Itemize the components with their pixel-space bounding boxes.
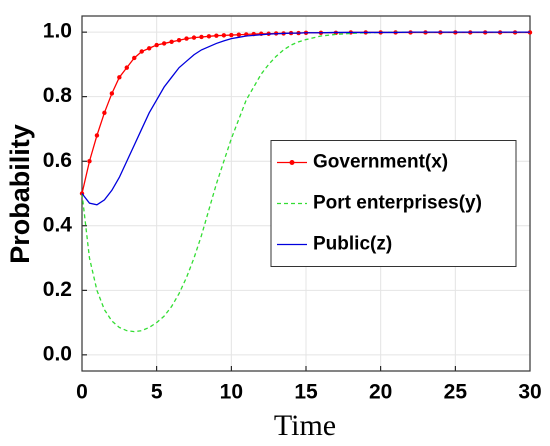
y-tick-label: 0.8 xyxy=(43,84,73,107)
series-marker xyxy=(87,159,92,164)
series-marker xyxy=(229,32,234,38)
legend-label: Government(x) xyxy=(313,152,448,173)
y-tick-label: 0.0 xyxy=(43,342,72,365)
legend-label: Port enterprises(y) xyxy=(313,193,482,214)
series-marker xyxy=(206,34,212,39)
x-tick-label: 5 xyxy=(151,381,163,404)
y-tick-label: 1.0 xyxy=(43,20,72,43)
legend-label: Public(z) xyxy=(313,234,392,255)
series-marker xyxy=(169,39,174,45)
series-marker xyxy=(191,35,197,40)
series-marker xyxy=(147,46,152,51)
series-marker xyxy=(102,110,107,116)
y-axis-label: Probability xyxy=(5,124,35,264)
series-line xyxy=(81,31,530,206)
x-tick-label: 15 xyxy=(294,381,318,404)
series-marker xyxy=(236,32,241,37)
y-tick-label: 0.6 xyxy=(43,149,72,172)
x-tick-label: 25 xyxy=(444,381,468,404)
series-marker xyxy=(184,36,189,41)
x-tick-label: 0 xyxy=(76,381,88,404)
series-marker xyxy=(94,133,100,138)
series-marker xyxy=(199,34,204,40)
x-tick-label: 20 xyxy=(369,381,392,404)
series-marker xyxy=(154,42,159,48)
legend-marker xyxy=(289,160,295,165)
series-marker xyxy=(161,41,167,46)
series-marker xyxy=(214,33,219,38)
series-marker xyxy=(124,65,129,70)
series-marker xyxy=(117,75,122,80)
series-marker xyxy=(139,49,144,54)
series-marker xyxy=(132,55,137,61)
y-tick-label: 0.2 xyxy=(43,278,72,301)
x-tick-label: 10 xyxy=(220,381,243,404)
series-marker xyxy=(176,38,182,43)
series-marker xyxy=(109,91,115,96)
legend-box xyxy=(270,140,517,267)
x-tick-label: 30 xyxy=(518,381,541,404)
y-tick-label: 0.4 xyxy=(43,213,73,236)
series-marker xyxy=(221,33,227,38)
x-axis-label: Time xyxy=(274,409,336,442)
